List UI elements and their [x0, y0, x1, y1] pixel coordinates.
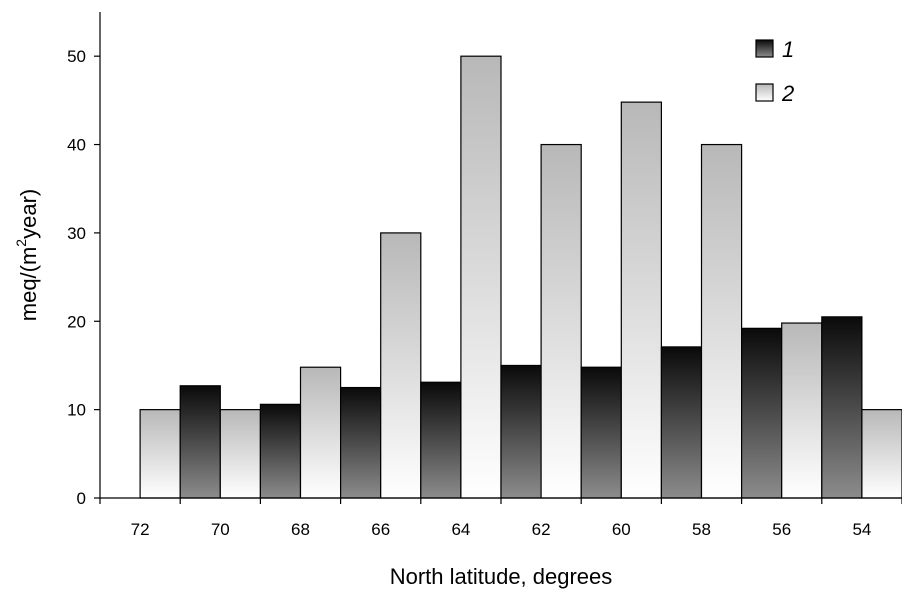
x-tick-label: 60: [612, 520, 631, 539]
bar-series-2-lat-60: [620, 101, 662, 499]
bar-series-1-lat-62: [500, 364, 542, 499]
y-tick-label: 0: [77, 489, 86, 508]
bar-series-2-lat-72: [139, 409, 181, 499]
x-axis-title: North latitude, degrees: [390, 564, 613, 589]
bar-series-1-lat-60: [580, 366, 622, 499]
bar-series-2-lat-62: [540, 143, 582, 499]
bar-series-1-lat-56: [740, 327, 783, 499]
y-tick-label: 10: [67, 401, 86, 420]
bar-series-2-lat-54: [861, 409, 902, 499]
bar-series-2-lat-66: [380, 232, 422, 499]
bar-series-1-lat-54: [821, 316, 863, 499]
x-tick-label: 70: [211, 520, 230, 539]
x-tick-label: 66: [371, 520, 390, 539]
bar-series-1-lat-70: [179, 385, 221, 499]
bar-series-2-lat-58: [700, 143, 743, 499]
legend-label-series-2: 2: [781, 81, 794, 106]
y-axis-title-tail: year): [16, 189, 41, 239]
x-tick-label: 68: [291, 520, 310, 539]
bar-series-2-lat-70: [219, 409, 262, 499]
legend-swatch-series-1: [755, 39, 774, 58]
bar-series-1-lat-58: [660, 346, 703, 499]
x-tick-label: 54: [852, 520, 871, 539]
x-tick-label: 64: [451, 520, 470, 539]
x-ticks-group: 72 70 68 66 64 62 60 58 56 54: [99, 498, 902, 539]
bar-series-2-lat-68: [299, 366, 342, 499]
legend-swatch-series-2: [755, 83, 774, 102]
y-tick-label: 50: [67, 47, 86, 66]
legend-label-series-1: 1: [782, 37, 794, 62]
y-tick-label: 20: [67, 312, 86, 331]
x-tick-label: 62: [532, 520, 551, 539]
x-tick-label: 72: [131, 520, 150, 539]
bar-series-1-lat-68: [259, 403, 302, 499]
y-ticks-group: 0 10 20 30 40 50: [67, 47, 100, 508]
y-tick-label: 40: [67, 136, 86, 155]
x-tick-label: 56: [772, 520, 791, 539]
bar-series-1-lat-66: [340, 386, 382, 499]
y-tick-label: 30: [67, 224, 86, 243]
legend: 1 2: [755, 37, 794, 106]
bar-series-1-lat-64: [420, 381, 462, 499]
x-tick-label: 58: [692, 520, 711, 539]
y-axis-title-base: meq/(m: [16, 247, 41, 322]
bar-series-2-lat-64: [460, 55, 502, 499]
y-axis-title-sup: 2: [13, 239, 29, 247]
y-axis-title: meq/(m2year): [13, 189, 41, 321]
bars-group: [139, 55, 902, 499]
bar-series-2-lat-56: [781, 322, 823, 499]
